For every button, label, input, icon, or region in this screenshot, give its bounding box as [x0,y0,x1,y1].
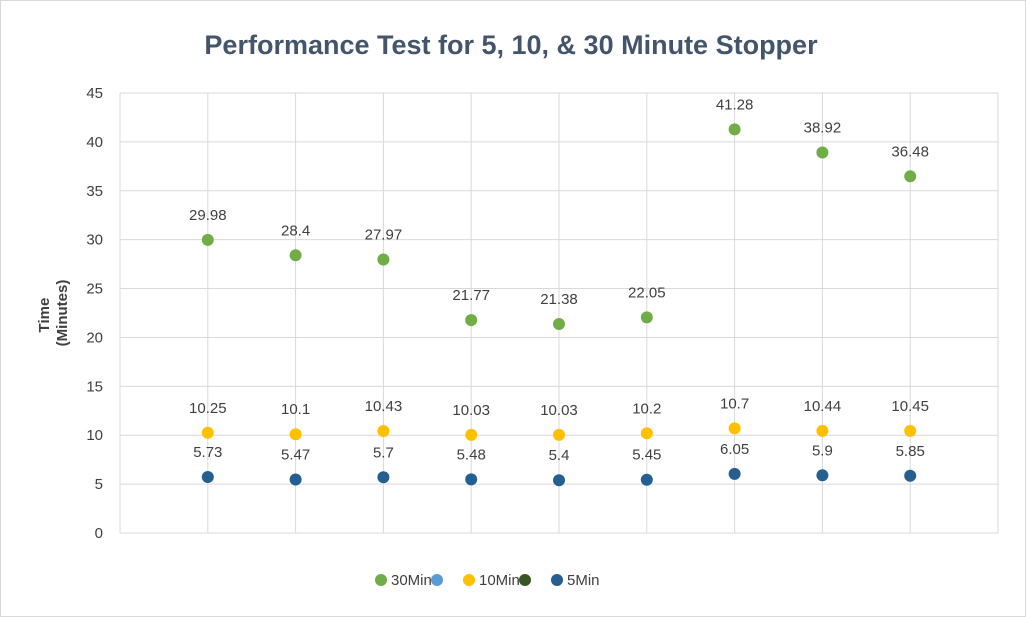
data-label-10min-2: 10.1 [281,401,310,418]
legend-label-10min: 10Min [479,572,520,589]
point-5min-8 [816,469,829,482]
y-tick-label: 0 [95,525,103,542]
point-5min-9 [904,469,917,482]
legend: 30Min 10Min 5Min [375,572,600,589]
point-5min-2 [289,473,302,486]
data-label-5min-1: 5.73 [193,444,222,461]
point-10min-4 [465,428,478,441]
data-label-10min-3: 10.43 [365,398,403,415]
gridlines [119,92,999,534]
y-axis-title-line-2: (Minutes) [54,280,71,347]
y-tick-label: 35 [86,183,103,200]
y-tick-label: 25 [86,281,103,298]
y-axis-title-line-1: Time [36,298,53,333]
data-label-10min-6: 10.2 [632,400,661,417]
point-30min-5 [553,317,565,330]
data-label-10min-5: 10.03 [540,402,578,419]
data-points [201,123,917,487]
legend-label-30min: 30Min [391,572,432,589]
y-axis-ticks: 0 5 10 15 20 25 30 35 40 45 [86,85,103,542]
y-tick-label: 20 [86,329,103,346]
point-10min-6 [640,427,653,440]
point-5min-6 [640,473,653,486]
point-30min-4 [465,314,478,327]
point-30min-7 [728,123,741,136]
point-10min-8 [816,424,829,437]
point-10min-1 [201,426,214,439]
data-label-5min-5: 5.4 [549,447,570,464]
point-10min-5 [553,428,565,441]
data-label-5min-3: 5.7 [373,444,394,461]
y-tick-label: 10 [86,427,103,444]
legend-marker-30min [375,574,387,586]
y-tick-label: 40 [86,134,103,151]
point-30min-1 [201,233,214,246]
point-30min-8 [816,146,829,159]
data-label-10min-9: 10.45 [891,398,929,415]
point-5min-3 [377,471,390,484]
point-30min-9 [904,170,917,183]
data-label-10min-1: 10.25 [189,400,227,417]
point-5min-4 [465,473,478,486]
chart-title: Performance Test for 5, 10, & 30 Minute … [204,30,818,60]
data-label-5min-4: 5.48 [457,446,486,463]
data-label-30min-7: 41.28 [716,96,754,113]
point-10min-3 [377,425,390,438]
data-label-30min-8: 38.92 [804,119,842,136]
data-label-10min-7: 10.7 [720,395,749,412]
y-tick-label: 30 [86,232,103,249]
point-30min-3 [377,253,390,266]
point-5min-1 [201,470,214,483]
data-label-30min-9: 36.48 [891,143,929,160]
legend-marker-series-4 [519,574,531,586]
point-30min-6 [640,311,653,324]
point-10min-7 [728,422,741,435]
data-label-5min-7: 6.05 [720,441,749,458]
data-label-5min-6: 5.45 [632,447,661,464]
data-label-30min-1: 29.98 [189,207,227,224]
y-tick-label: 15 [86,378,103,395]
legend-label-5min: 5Min [567,572,600,589]
legend-marker-10min [463,574,475,586]
y-axis-title: Time (Minutes) [36,280,71,347]
data-labels: 29.98 28.4 27.97 21.77 21.38 22.05 41.28 38.92 3… [189,96,929,464]
point-30min-2 [289,249,302,262]
point-5min-5 [553,474,565,487]
y-tick-label: 45 [86,85,103,102]
data-label-30min-4: 21.77 [452,287,490,304]
point-10min-9 [904,424,917,437]
legend-marker-series-2 [431,574,443,586]
data-label-5min-9: 5.85 [896,443,925,460]
data-label-5min-2: 5.47 [281,447,310,464]
data-label-10min-8: 10.44 [804,398,842,415]
data-label-30min-5: 21.38 [540,291,578,308]
data-label-30min-2: 28.4 [281,222,310,239]
y-tick-label: 5 [95,476,103,493]
data-label-5min-8: 5.9 [812,442,833,459]
point-5min-7 [728,467,741,480]
data-label-10min-4: 10.03 [452,402,490,419]
data-label-30min-3: 27.97 [365,227,403,244]
legend-marker-5min [551,574,563,586]
data-label-30min-6: 22.05 [628,284,666,301]
point-10min-2 [289,428,302,441]
